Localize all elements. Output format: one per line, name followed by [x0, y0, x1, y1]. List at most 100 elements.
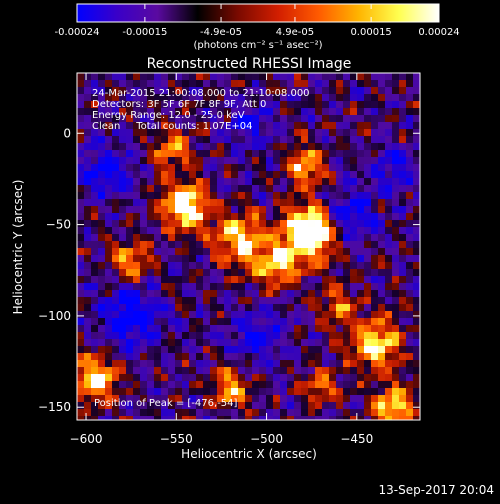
heatmap-cell — [322, 360, 329, 367]
heatmap-cell — [245, 101, 252, 108]
heatmap-cell — [217, 297, 224, 304]
heatmap-cell — [294, 115, 301, 122]
heatmap-cell — [140, 185, 147, 192]
heatmap-cell — [196, 339, 203, 346]
heatmap-cell — [294, 276, 301, 283]
heatmap-cell — [224, 164, 231, 171]
heatmap-cell — [266, 402, 273, 409]
heatmap-cell — [84, 395, 91, 402]
heatmap-cell — [301, 255, 308, 262]
heatmap-cell — [378, 199, 385, 206]
heatmap-cell — [119, 192, 126, 199]
heatmap-cell — [112, 339, 119, 346]
heatmap-cell — [161, 297, 168, 304]
heatmap-cell — [413, 206, 420, 213]
heatmap-cell — [147, 255, 154, 262]
heatmap-cell — [126, 297, 133, 304]
heatmap-cell — [119, 143, 126, 150]
heatmap-cell — [294, 192, 301, 199]
heatmap-cell — [77, 143, 84, 150]
heatmap-cell — [378, 290, 385, 297]
heatmap-cell — [105, 185, 112, 192]
heatmap-cell — [294, 374, 301, 381]
heatmap-cell — [308, 360, 315, 367]
heatmap-cell — [350, 402, 357, 409]
heatmap-cell — [77, 381, 84, 388]
heatmap-cell — [126, 199, 133, 206]
heatmap-cell — [378, 339, 385, 346]
heatmap-cell — [147, 276, 154, 283]
heatmap-cell — [77, 213, 84, 220]
heatmap-cell — [231, 304, 238, 311]
heatmap-cell — [98, 220, 105, 227]
heatmap-cell — [175, 241, 182, 248]
heatmap-cell — [308, 136, 315, 143]
heatmap-cell — [105, 73, 112, 80]
heatmap-cell — [294, 297, 301, 304]
heatmap-cell — [378, 304, 385, 311]
heatmap-cell — [378, 115, 385, 122]
heatmap-cell — [77, 367, 84, 374]
heatmap-cell — [210, 157, 217, 164]
heatmap-cell — [98, 73, 105, 80]
heatmap-cell — [301, 269, 308, 276]
colorbar-tick-label: -4.9e-05 — [200, 27, 242, 38]
heatmap-cell — [105, 241, 112, 248]
heatmap-cell — [189, 304, 196, 311]
heatmap-cell — [329, 73, 336, 80]
heatmap-cell — [343, 353, 350, 360]
heatmap-cell — [112, 255, 119, 262]
heatmap-cell — [399, 178, 406, 185]
heatmap-cell — [308, 276, 315, 283]
heatmap-cell — [140, 241, 147, 248]
heatmap-cell — [406, 241, 413, 248]
heatmap-cell — [364, 157, 371, 164]
heatmap-cell — [301, 360, 308, 367]
heatmap-cell — [301, 192, 308, 199]
heatmap-cell — [378, 213, 385, 220]
heatmap-cell — [112, 248, 119, 255]
heatmap-cell — [196, 101, 203, 108]
heatmap-cell — [399, 143, 406, 150]
heatmap-cell — [119, 136, 126, 143]
heatmap-cell — [140, 220, 147, 227]
heatmap-cell — [385, 255, 392, 262]
heatmap-cell — [112, 178, 119, 185]
heatmap-cell — [252, 213, 259, 220]
heatmap-cell — [224, 381, 231, 388]
heatmap-cell — [175, 122, 182, 129]
heatmap-cell — [392, 234, 399, 241]
heatmap-cell — [126, 367, 133, 374]
heatmap-cell — [175, 325, 182, 332]
heatmap-cell — [210, 73, 217, 80]
heatmap-cell — [392, 87, 399, 94]
heatmap-cell — [196, 353, 203, 360]
heatmap-cell — [399, 416, 406, 420]
heatmap-cell — [84, 283, 91, 290]
heatmap-cell — [266, 283, 273, 290]
heatmap-cell — [322, 339, 329, 346]
heatmap-cell — [273, 227, 280, 234]
heatmap-cell — [350, 101, 357, 108]
heatmap-cell — [140, 234, 147, 241]
heatmap-cell — [91, 108, 98, 115]
heatmap-cell — [308, 157, 315, 164]
heatmap-cell — [350, 206, 357, 213]
heatmap-cell — [301, 402, 308, 409]
heatmap-cell — [350, 290, 357, 297]
heatmap-cell — [378, 164, 385, 171]
heatmap-cell — [378, 402, 385, 409]
heatmap-cell — [406, 157, 413, 164]
heatmap-cell — [301, 416, 308, 420]
heatmap-cell — [77, 94, 84, 101]
heatmap-cell — [266, 73, 273, 80]
heatmap-cell — [238, 129, 245, 136]
heatmap-cell — [280, 374, 287, 381]
heatmap-cell — [245, 129, 252, 136]
heatmap-cell — [84, 157, 91, 164]
heatmap-cell — [399, 150, 406, 157]
heatmap-cell — [301, 290, 308, 297]
heatmap-cell — [413, 262, 420, 269]
heatmap-cell — [266, 297, 273, 304]
heatmap-cell — [406, 234, 413, 241]
